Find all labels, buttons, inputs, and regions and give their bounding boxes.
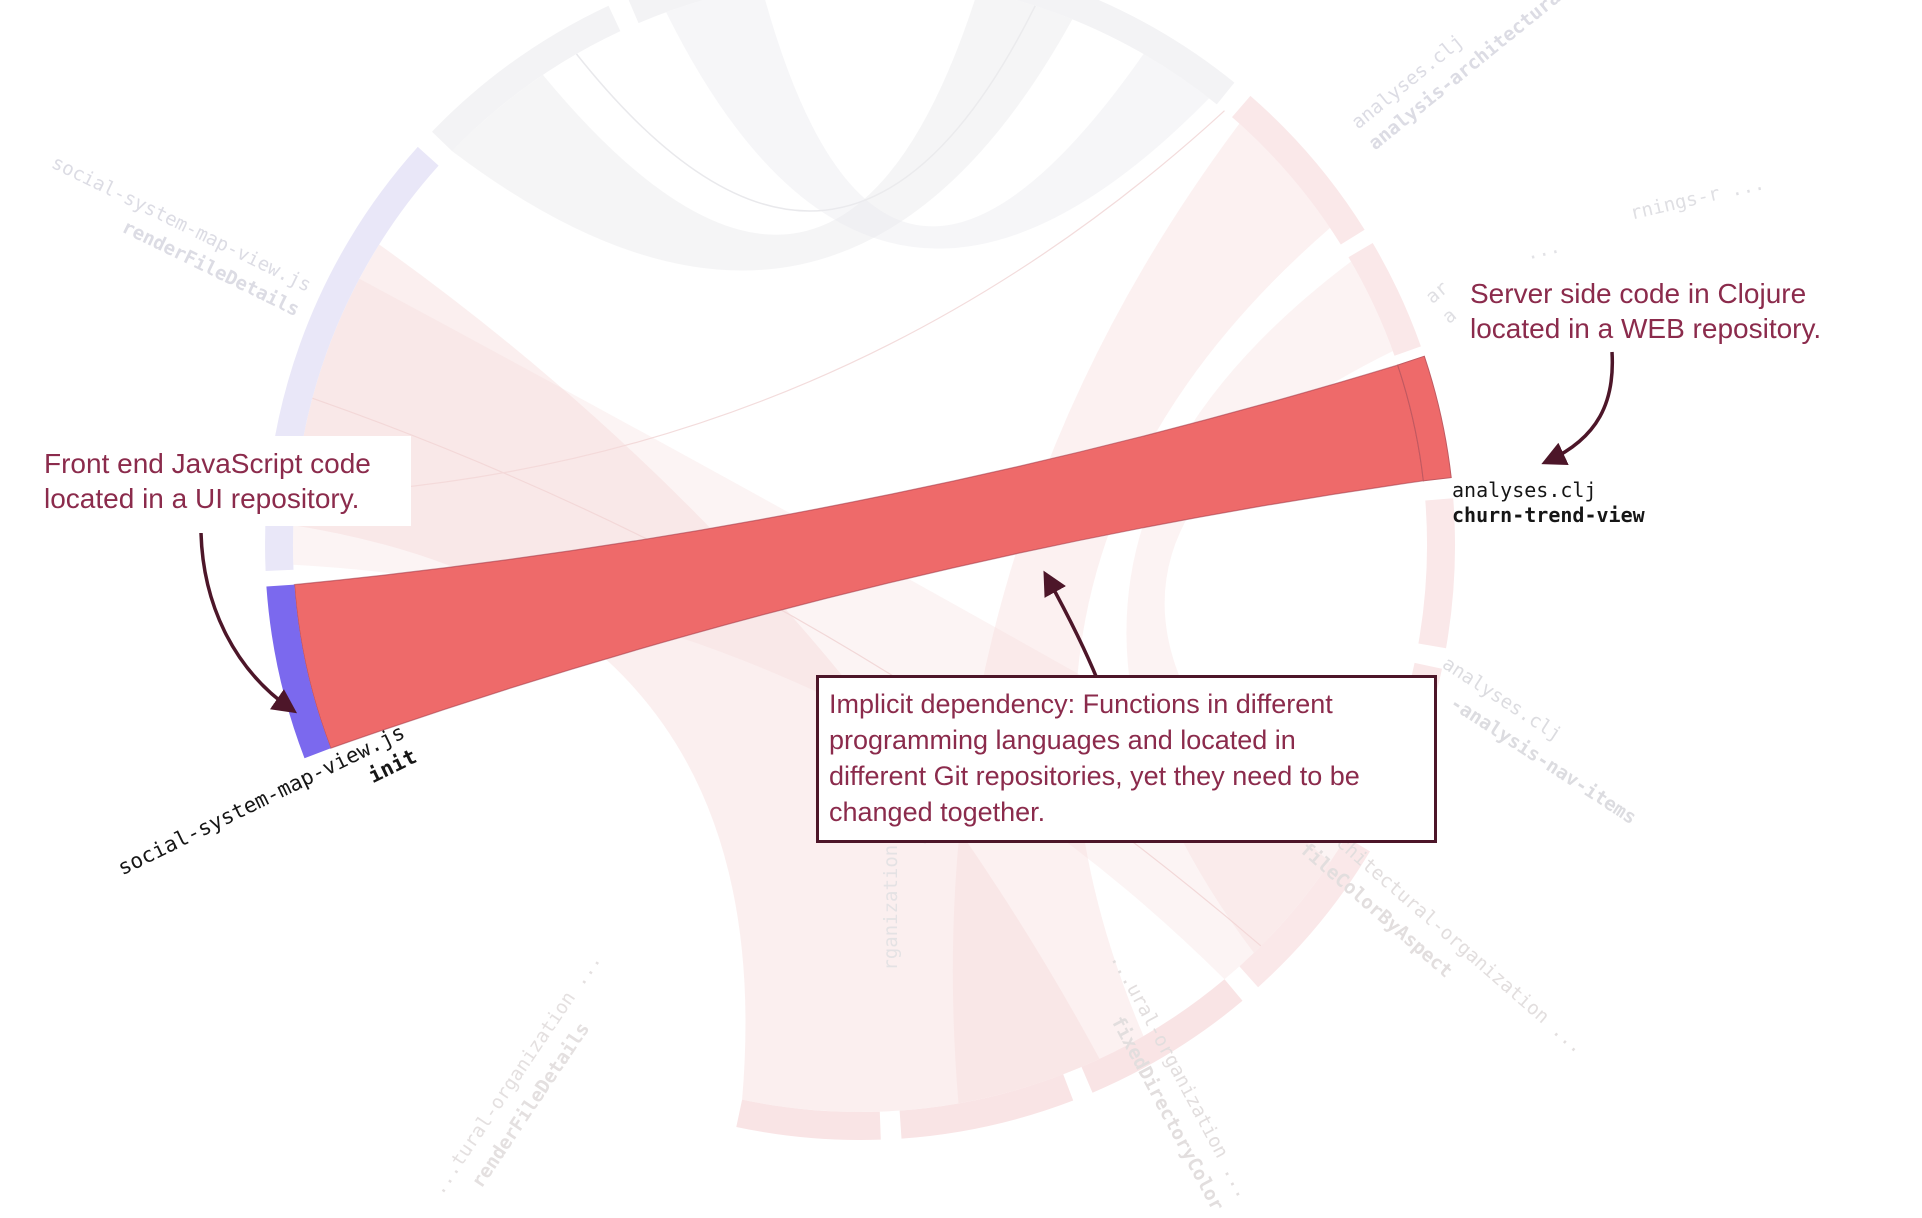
annotation-line: located in a WEB repository. [1470,313,1822,344]
file-name: analyses.clj [1452,478,1597,502]
annotation-line: different Git repositories, yet they nee… [829,761,1360,791]
arrow-to-ui-arc [199,532,298,714]
annotation-line: Implicit dependency: Functions in differ… [829,689,1333,719]
arc-pink-b-2[interactable] [899,1074,1074,1139]
faint-pink-ribbon [293,244,1100,1112]
arc-label-churn-trend-view: analyses.clj churn-trend-view [1452,478,1645,528]
annotation-front-end: Front end JavaScript code located in a U… [28,436,411,526]
arc-pink-b-1[interactable] [1081,979,1243,1093]
hairline-chord [295,110,1225,497]
annotation-implicit-dependency: Implicit dependency: Functions in differ… [816,675,1437,843]
arc-pink-b-3[interactable] [736,1099,881,1140]
arc-gray-3[interactable] [870,0,1235,105]
arrow-to-dependency-ribbon [1043,570,1100,682]
annotation-server-side: Server side code in Clojure located in a… [1460,272,1832,350]
implicit-dependency-ribbon[interactable] [293,364,1425,749]
arc-pink-r-1[interactable] [1418,498,1456,649]
annotation-line: changed together. [829,797,1046,827]
hairline-chord [312,397,1262,947]
arc-pink-tr-2[interactable] [1348,243,1421,356]
arc-gray-2[interactable] [628,0,851,24]
arc-pink-r-3[interactable] [1239,837,1370,988]
arc-ui-repo-renderFileDetails[interactable] [265,146,439,571]
chord-diagram-shapes [265,0,1456,1140]
faint-gray-ribbon [666,0,1210,249]
arrow-to-web-arc [1541,351,1615,465]
annotation-line: Server side code in Clojure [1470,278,1807,309]
arc-ui-repo-init[interactable] [266,584,331,759]
arc-pink-tr-1[interactable] [1232,95,1365,245]
annotation-line: Front end JavaScript code [44,448,371,479]
arc-gray-1[interactable] [432,5,621,152]
faint-gray-ribbon [452,0,1073,271]
faint-pink-ribbon [952,123,1331,1104]
annotation-line: programming languages and located in [829,725,1296,755]
annotation-arrows [199,351,1615,714]
arc-web-repo-churn-trend-view[interactable] [1397,355,1452,482]
annotation-line: located in a UI repository. [44,483,360,514]
function-name: churn-trend-view [1452,503,1645,527]
